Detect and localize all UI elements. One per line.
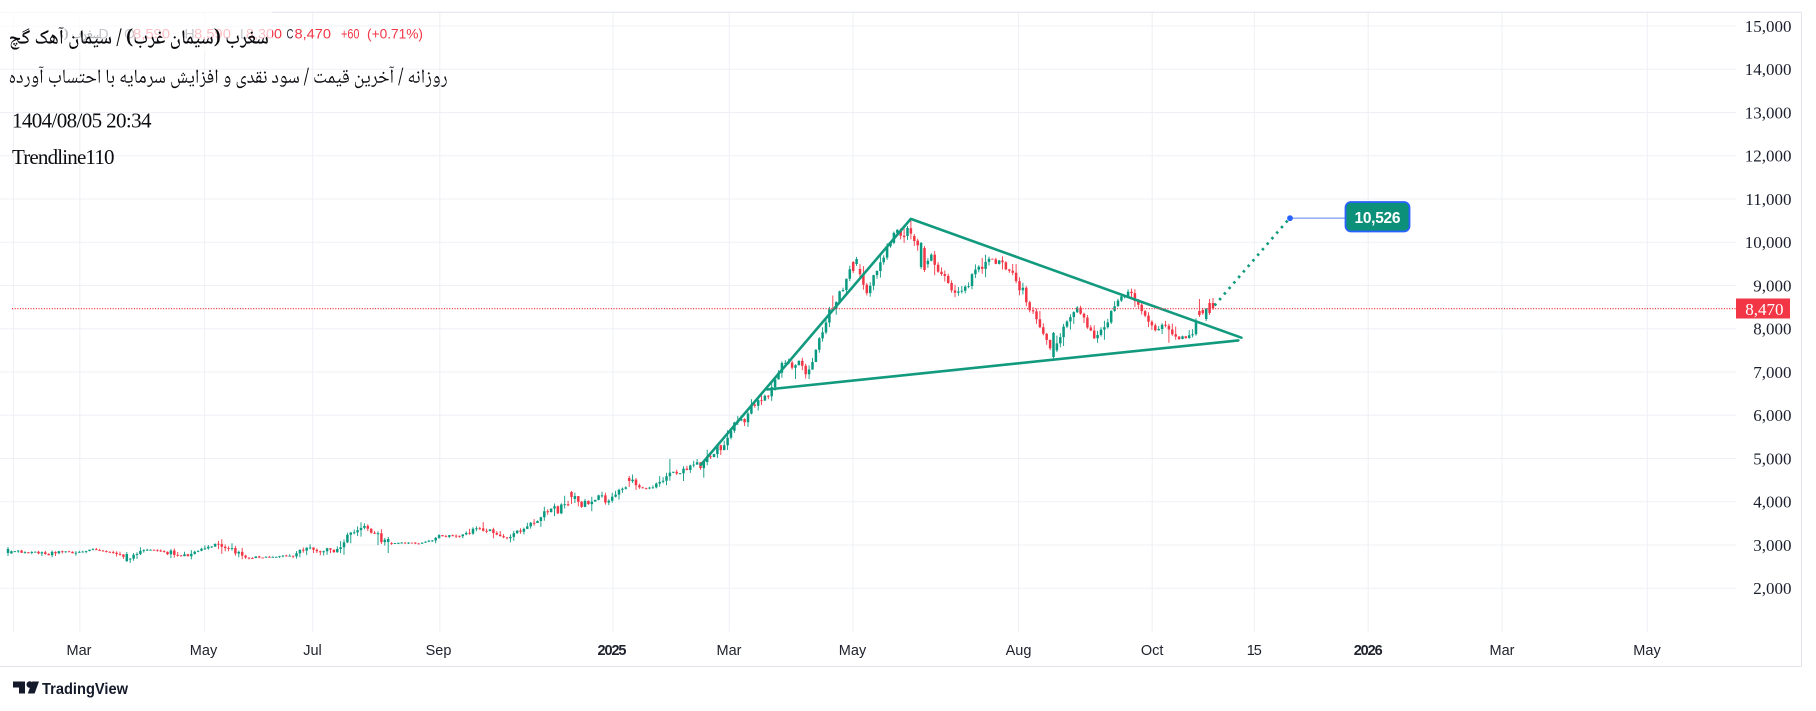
svg-text:14,000: 14,000 <box>1745 60 1792 79</box>
svg-text:8,470: 8,470 <box>295 26 332 42</box>
svg-text:10,526: 10,526 <box>1355 210 1401 227</box>
svg-text:Aug: Aug <box>1006 643 1032 659</box>
svg-text:(+0.71%): (+0.71%) <box>367 26 423 42</box>
svg-text:Mar: Mar <box>67 643 92 659</box>
svg-text:9,000: 9,000 <box>1753 276 1791 295</box>
svg-text:C: C <box>287 26 294 42</box>
svg-text:Mar: Mar <box>1490 643 1515 659</box>
svg-text:Mar: Mar <box>717 643 742 659</box>
svg-text:+60: +60 <box>341 26 360 42</box>
svg-text:3,000: 3,000 <box>1753 536 1791 555</box>
svg-text:8,470: 8,470 <box>1745 300 1783 319</box>
svg-text:15,000: 15,000 <box>1745 17 1792 36</box>
svg-text:15: 15 <box>1247 643 1262 659</box>
svg-text:7,000: 7,000 <box>1753 363 1791 382</box>
svg-text:2,000: 2,000 <box>1753 579 1791 598</box>
svg-text:TradingView: TradingView <box>42 681 129 698</box>
svg-text:2025: 2025 <box>598 643 627 659</box>
svg-text:May: May <box>839 643 867 659</box>
svg-text:1404/08/05 20:34: 1404/08/05 20:34 <box>12 108 152 132</box>
svg-text:Jul: Jul <box>303 643 322 659</box>
svg-text:Trendline110: Trendline110 <box>12 145 115 169</box>
svg-text:11,000: 11,000 <box>1745 190 1791 209</box>
svg-text:5,000: 5,000 <box>1753 449 1791 468</box>
svg-text:13,000: 13,000 <box>1745 103 1792 122</box>
svg-text:Sep: Sep <box>426 643 452 659</box>
svg-text:10,000: 10,000 <box>1745 233 1792 252</box>
svg-text:2026: 2026 <box>1354 643 1383 659</box>
svg-text:8,000: 8,000 <box>1753 320 1791 339</box>
svg-text:Oct: Oct <box>1141 643 1164 659</box>
svg-text:May: May <box>190 643 218 659</box>
svg-text:6,000: 6,000 <box>1753 406 1791 425</box>
svg-text:12,000: 12,000 <box>1745 147 1792 166</box>
svg-text:May: May <box>1633 643 1661 659</box>
svg-text:4,000: 4,000 <box>1753 493 1791 512</box>
